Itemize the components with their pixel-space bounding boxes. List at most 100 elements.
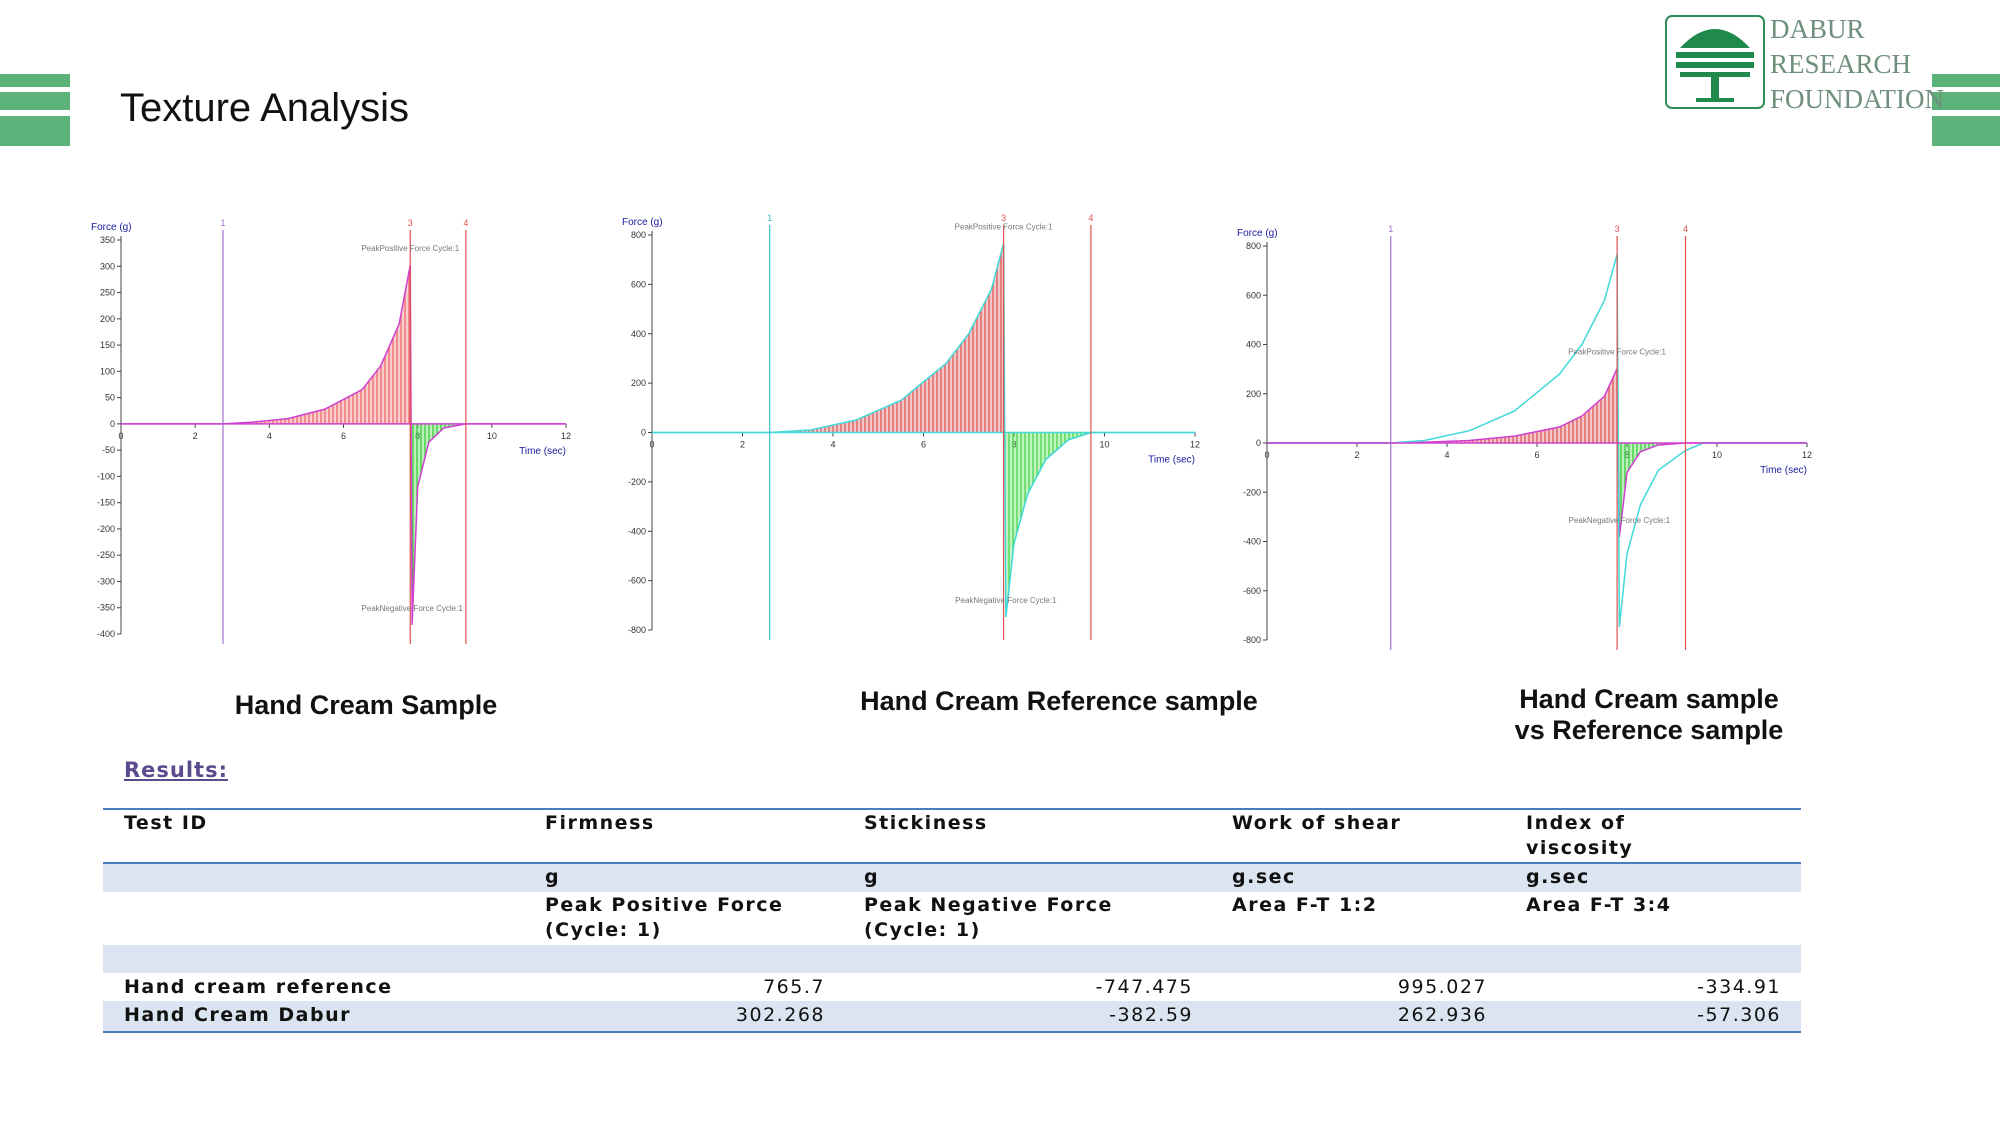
- table-band: [103, 864, 1801, 892]
- annotation: PeakNegative Force Cycle:1: [361, 604, 463, 613]
- area-positive: [222, 265, 412, 424]
- logo-icon: [1665, 15, 1765, 109]
- x-axis-label: Time (sec): [1760, 465, 1807, 476]
- table-rule: [103, 1031, 1801, 1033]
- chart-caption: Hand Cream Reference sample: [860, 686, 1258, 716]
- y-tick-label: 600: [1246, 290, 1261, 300]
- y-tick-label: 100: [100, 366, 115, 376]
- table-header: Work of shear: [1232, 812, 1402, 834]
- series-line: [652, 243, 1195, 618]
- results-title: Results:: [124, 758, 228, 782]
- y-tick-label: 350: [100, 235, 115, 245]
- table-value: 765.7: [763, 976, 825, 998]
- x-tick-label: 4: [267, 431, 272, 441]
- x-tick-label: 10: [487, 431, 497, 441]
- marker-label: 1: [767, 213, 772, 223]
- x-axis-label: Time (sec): [1148, 455, 1195, 466]
- marker-label: 1: [1388, 224, 1393, 234]
- marker-label: 4: [1088, 213, 1093, 223]
- x-tick-label: 0: [1264, 450, 1269, 460]
- table-rule: [103, 808, 1801, 810]
- annotation: PeakPositive Force Cycle:1: [1568, 348, 1666, 357]
- logo-line: FOUNDATION: [1770, 84, 1944, 114]
- y-tick-label: -200: [97, 524, 115, 534]
- table-row-label: Hand cream reference: [124, 976, 393, 998]
- table-value: -334.91: [1697, 976, 1781, 998]
- x-tick-label: 2: [740, 440, 745, 450]
- x-tick-label: 10: [1099, 440, 1109, 450]
- y-axis-label: Force (g): [622, 217, 663, 228]
- y-tick-label: 0: [110, 419, 115, 429]
- logo-line: DABUR: [1770, 14, 1865, 44]
- table-band: [103, 945, 1801, 973]
- decor-stripe: [1932, 92, 2000, 110]
- x-tick-label: 2: [193, 431, 198, 441]
- x-tick-label: 6: [341, 431, 346, 441]
- marker-label: 4: [463, 218, 468, 228]
- x-tick-label: 4: [1444, 450, 1449, 460]
- marker-label: 4: [1683, 224, 1688, 234]
- y-tick-label: -300: [97, 576, 115, 586]
- table-unit: g: [545, 866, 561, 888]
- y-tick-label: 0: [641, 428, 646, 438]
- chart: 350300250200150100500-50-100-150-200-250…: [91, 218, 571, 644]
- y-tick-label: -400: [97, 629, 115, 639]
- marker-label: 3: [408, 218, 413, 228]
- series-line: [121, 264, 566, 625]
- series-line: [1267, 368, 1807, 538]
- area-positive: [652, 243, 1195, 433]
- logo-text: DABUR RESEARCH FOUNDATION: [1770, 12, 1944, 117]
- series-line: [1267, 254, 1807, 628]
- y-tick-label: -150: [97, 498, 115, 508]
- decor-stripe: [1932, 116, 2000, 146]
- x-tick-label: 6: [921, 440, 926, 450]
- y-tick-label: 400: [631, 329, 646, 339]
- table-description: Peak Positive Force (Cycle: 1): [545, 894, 784, 941]
- decor-stripe: [0, 74, 70, 87]
- x-tick-label: 12: [561, 431, 571, 441]
- table-value: 262.936: [1397, 1004, 1487, 1026]
- y-tick-label: 300: [100, 261, 115, 271]
- y-tick-label: 50: [105, 393, 115, 403]
- y-tick-label: 200: [1246, 389, 1261, 399]
- table-header: Index of viscosity: [1526, 812, 1634, 859]
- table-value: -382.59: [1109, 1004, 1193, 1026]
- y-tick-label: 600: [631, 279, 646, 289]
- y-tick-label: 200: [631, 378, 646, 388]
- marker-label: 1: [220, 218, 225, 228]
- table-row-label: Hand Cream Dabur: [124, 1004, 351, 1026]
- y-tick-label: 800: [631, 230, 646, 240]
- annotation: PeakPositive Force Cycle:1: [955, 222, 1053, 231]
- annotation: PeakNegative Force Cycle:1: [955, 596, 1057, 605]
- table-header: Stickiness: [864, 812, 988, 834]
- table-header: Firmness: [545, 812, 655, 834]
- table-description: Area F-T 3:4: [1526, 894, 1672, 916]
- y-tick-label: 400: [1246, 340, 1261, 350]
- decor-stripe: [1932, 74, 2000, 87]
- table-value: 995.027: [1397, 976, 1487, 998]
- x-tick-label: 0: [118, 431, 123, 441]
- table-description: Area F-T 1:2: [1232, 894, 1378, 916]
- table-header: Test ID: [124, 812, 208, 834]
- x-axis-label: Time (sec): [519, 446, 566, 457]
- y-tick-label: 250: [100, 288, 115, 298]
- table-unit: g.sec: [1232, 866, 1296, 888]
- marker-label: 3: [1615, 224, 1620, 234]
- y-tick-label: -350: [97, 603, 115, 613]
- y-axis-label: Force (g): [1237, 228, 1278, 239]
- x-tick-label: 0: [649, 440, 654, 450]
- table-unit: g.sec: [1526, 866, 1590, 888]
- marker-label: 3: [1001, 213, 1006, 223]
- x-tick-label: 12: [1802, 450, 1812, 460]
- annotation: PeakNegative Force Cycle:1: [1569, 516, 1671, 525]
- y-tick-label: -400: [1243, 537, 1261, 547]
- x-tick-label: 2: [1354, 450, 1359, 460]
- chart-caption: Hand Cream Sample: [234, 690, 498, 720]
- y-tick-label: -200: [1243, 487, 1261, 497]
- y-tick-label: 800: [1246, 241, 1261, 251]
- y-axis-label: Force (g): [91, 222, 132, 233]
- decor-stripe: [0, 92, 70, 110]
- x-tick-label: 12: [1190, 440, 1200, 450]
- table-description: Peak Negative Force (Cycle: 1): [864, 894, 1113, 941]
